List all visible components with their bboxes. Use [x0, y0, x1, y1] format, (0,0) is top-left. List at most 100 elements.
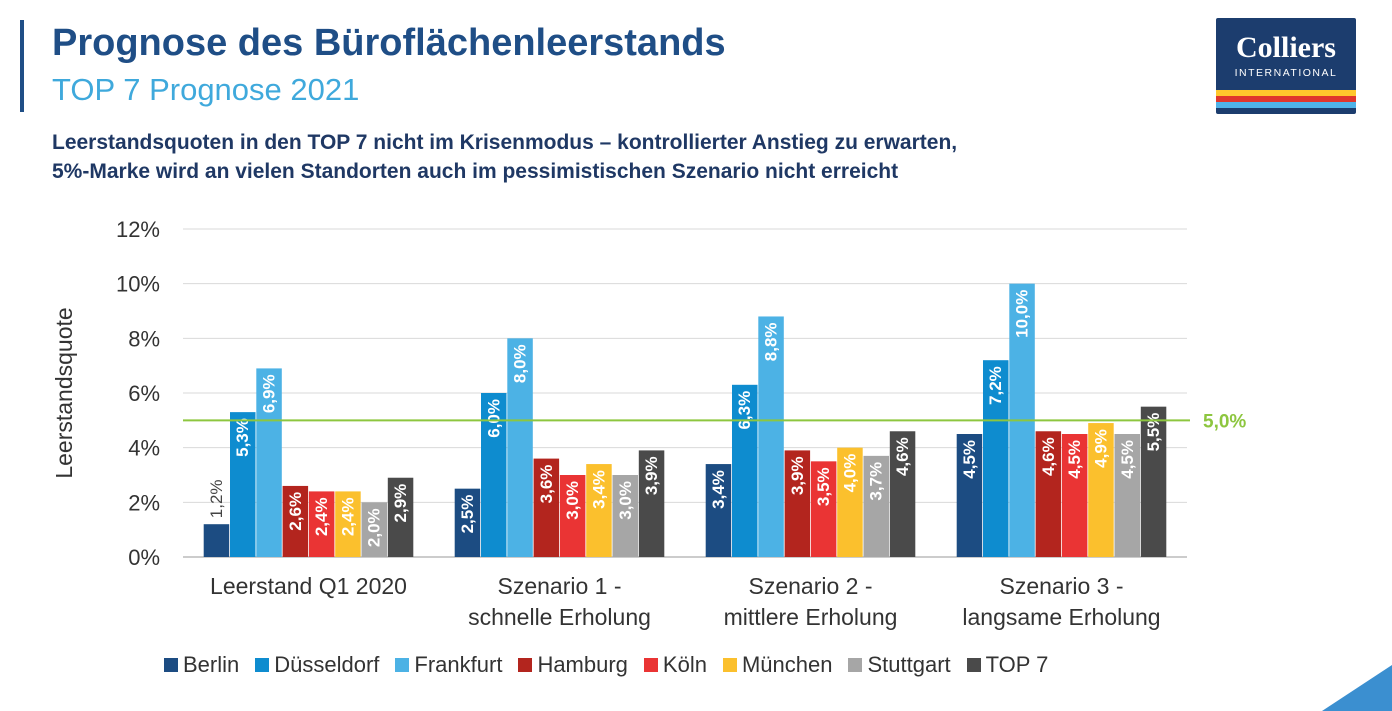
data-label: 2,0%	[365, 508, 384, 547]
logo-stripe-red	[1216, 96, 1356, 102]
bar	[983, 360, 1009, 557]
legend-label: Düsseldorf	[274, 652, 380, 677]
legend-label: Hamburg	[537, 652, 628, 677]
legend-item: Frankfurt	[395, 652, 502, 678]
data-label: 1,2%	[207, 479, 226, 518]
data-label: 5,3%	[233, 418, 252, 457]
legend-swatch	[722, 658, 737, 672]
headline-line-2: 5%-Marke wird an vielen Standorten auch …	[52, 160, 899, 183]
logo-stripe-yellow	[1216, 90, 1356, 96]
data-label: 4,6%	[893, 437, 912, 476]
y-tick-label: 12%	[116, 217, 160, 242]
y-tick-label: 10%	[116, 272, 160, 297]
legend-item: München	[722, 652, 833, 678]
bar	[361, 502, 387, 557]
data-label: 3,0%	[563, 481, 582, 520]
data-label: 4,6%	[1039, 437, 1058, 476]
data-label: 8,0%	[511, 344, 530, 383]
data-label: 3,7%	[867, 462, 886, 501]
bar	[1088, 423, 1114, 557]
page-title: Prognose des Büroflächenleerstands	[52, 22, 726, 64]
bar	[559, 475, 586, 557]
bar	[638, 450, 665, 557]
data-label: 6,0%	[484, 399, 503, 438]
bar	[612, 475, 638, 557]
bar	[1035, 431, 1062, 557]
data-label: 10,0%	[1013, 290, 1032, 338]
data-label: 5,5%	[1144, 413, 1163, 452]
x-category-label: schnelle Erholung	[468, 604, 651, 630]
legend-item: Berlin	[164, 652, 239, 678]
page-subtitle: TOP 7 Prognose 2021	[52, 72, 360, 107]
corner-decoration	[1322, 665, 1392, 711]
bar	[507, 338, 533, 557]
title-accent-bar	[20, 20, 24, 112]
bar	[586, 464, 612, 557]
bar	[705, 464, 732, 557]
y-tick-label: 0%	[128, 545, 160, 570]
legend-item: Hamburg	[518, 652, 628, 678]
bar	[308, 491, 335, 557]
bar	[758, 316, 784, 557]
bar	[1061, 434, 1088, 557]
x-category-label: Szenario 3 -	[999, 573, 1123, 599]
bar	[387, 477, 414, 557]
y-tick-label: 8%	[128, 326, 160, 351]
logo-stripe-blue	[1216, 102, 1356, 108]
legend-swatch	[848, 658, 863, 672]
legend-item: Köln	[643, 652, 707, 678]
data-label: 3,9%	[788, 456, 807, 495]
legend-item: Düsseldorf	[255, 652, 379, 678]
bar	[732, 384, 758, 557]
legend-swatch	[518, 658, 533, 672]
legend-item: Stuttgart	[848, 652, 951, 678]
data-label: 3,9%	[642, 456, 661, 495]
colliers-logo: Colliers INTERNATIONAL	[1216, 18, 1356, 114]
bar	[1140, 406, 1167, 557]
x-category-label: mittlere Erholung	[724, 604, 898, 630]
x-category-label: langsame Erholung	[962, 604, 1160, 630]
bar	[1114, 434, 1140, 557]
chart-legend: Berlin Düsseldorf Frankfurt Hamburg Köln Münc…	[164, 652, 1048, 678]
data-label: 2,5%	[458, 495, 477, 534]
y-tick-label: 2%	[128, 490, 160, 515]
data-label: 2,4%	[312, 497, 331, 536]
logo-subtitle: INTERNATIONAL	[1234, 67, 1338, 79]
legend-swatch	[966, 658, 981, 672]
x-category-label: Szenario 2 -	[748, 573, 872, 599]
y-tick-label: 4%	[128, 436, 160, 461]
y-tick-label: 6%	[128, 381, 160, 406]
data-label: 2,9%	[391, 484, 410, 523]
data-label: 4,5%	[1118, 440, 1137, 479]
legend-label: München	[741, 652, 833, 677]
data-label: 8,8%	[762, 322, 781, 361]
data-label: 3,5%	[814, 467, 833, 506]
x-category-label: Szenario 1 -	[497, 573, 621, 599]
legend-label: Frankfurt	[414, 652, 503, 677]
legend-label: Berlin	[183, 652, 240, 677]
data-label: 3,4%	[709, 470, 728, 509]
bar	[335, 491, 361, 557]
data-label: 4,5%	[1065, 440, 1084, 479]
legend-label: Stuttgart	[867, 652, 951, 677]
bar	[810, 461, 837, 557]
legend-swatch	[255, 658, 270, 672]
legend-swatch	[643, 658, 658, 672]
bar	[203, 524, 230, 557]
legend-label: Köln	[662, 652, 707, 677]
bar	[282, 485, 309, 557]
legend-label: TOP 7	[985, 652, 1049, 677]
legend-swatch	[395, 658, 410, 672]
logo-name: Colliers	[1236, 31, 1336, 64]
bar	[454, 488, 481, 557]
x-category-label: Leerstand Q1 2020	[210, 573, 407, 599]
legend-swatch	[164, 658, 178, 672]
data-label: 3,4%	[589, 470, 608, 509]
bar	[256, 368, 282, 557]
data-label: 3,6%	[537, 465, 556, 504]
data-label: 3,0%	[616, 481, 635, 520]
bar	[863, 455, 889, 557]
bar	[889, 431, 916, 557]
data-label: 4,0%	[840, 454, 859, 493]
